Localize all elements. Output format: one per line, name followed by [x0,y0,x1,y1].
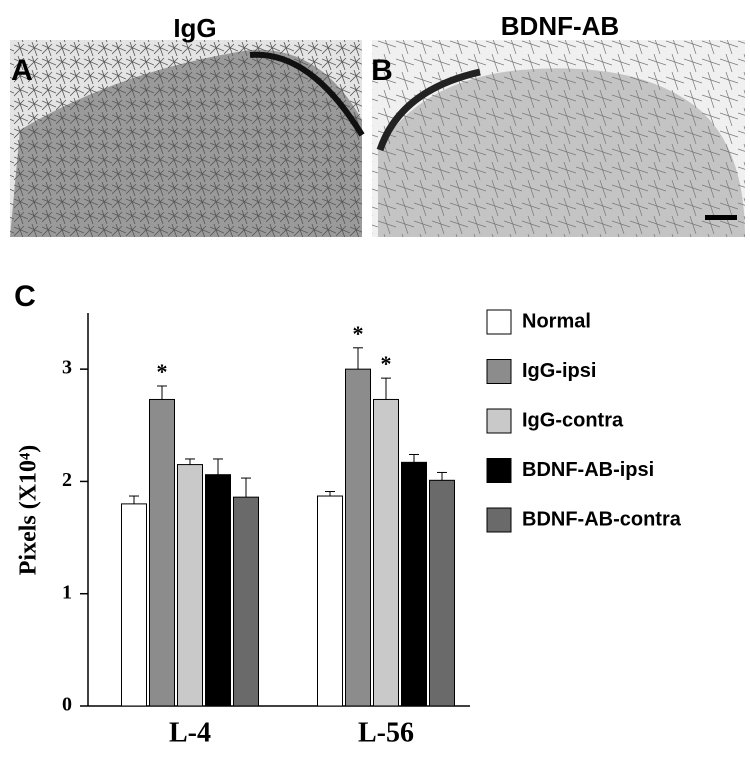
legend-label: IgG-ipsi [522,360,596,382]
bar [317,495,343,707]
bar [345,368,371,707]
bar [205,474,231,707]
legend-label: IgG-contra [522,409,624,431]
legend-swatch [486,309,512,335]
bar [149,398,175,707]
legend-swatch [486,408,512,434]
x-tick-label: L-56 [358,717,414,748]
panel-label: C [14,280,36,313]
bar [121,503,147,707]
legend-label: BDNF-AB-contra [522,508,682,530]
bar [177,464,203,707]
y-tick-label: 3 [62,357,72,379]
micrograph-b [372,40,745,237]
legend-swatch [486,458,512,483]
bar [373,398,399,707]
panel-label: B [371,54,393,87]
y-tick-label: 2 [62,469,72,491]
y-tick-label: 0 [62,694,72,716]
bar [233,496,259,707]
panel-title: BDNF-AB [501,11,619,41]
panel-title: IgG [173,13,216,43]
legend-swatch [486,507,512,533]
bar [429,479,455,707]
significance-marker: * [381,351,392,376]
y-axis-label: Pixels (X10⁴) [16,445,42,576]
bar [401,461,427,707]
significance-marker: * [157,359,168,384]
panel-label: A [11,54,33,87]
legend-label: Normal [522,310,591,332]
significance-marker: * [353,321,364,346]
x-tick-label: L-4 [169,717,211,748]
y-tick-label: 1 [62,581,72,603]
legend-label: BDNF-AB-ipsi [522,459,654,481]
legend-swatch [486,359,512,384]
micrograph-a [10,40,365,237]
